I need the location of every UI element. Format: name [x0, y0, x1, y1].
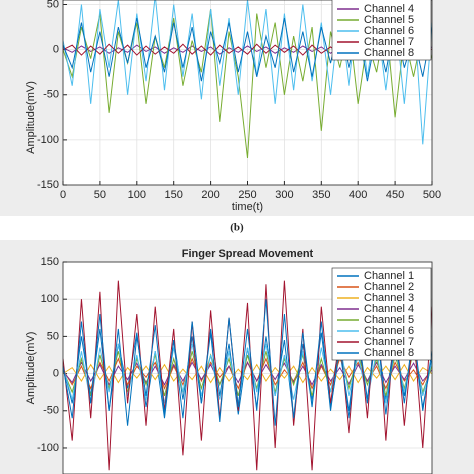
legend-label: Channel 6	[364, 325, 414, 337]
legend-label: Channel 2	[364, 281, 414, 293]
legend-label: Channel 1	[364, 270, 414, 282]
x-axis-label: time(t)	[232, 201, 263, 213]
chart-title: Finger Spread Movement	[182, 248, 314, 260]
y-tick-label: -150	[37, 179, 59, 191]
y-tick-label: 150	[41, 256, 59, 268]
x-tick-label: 250	[238, 189, 256, 201]
legend-label: Channel 6	[364, 25, 414, 37]
axes-box	[62, 0, 433, 186]
axes-box	[62, 261, 433, 474]
series-group	[63, 280, 432, 471]
x-tick-label: 50	[94, 189, 106, 201]
x-tick-label: 450	[386, 189, 404, 201]
legend-label: Channel 8	[364, 47, 414, 59]
y-tick-label: -100	[37, 134, 59, 146]
legend-box	[331, 267, 432, 361]
x-tick-label: 100	[128, 189, 146, 201]
legend-label: Channel 8	[364, 347, 414, 359]
y-tick-label: 100	[41, 293, 59, 305]
x-tick-label: 300	[275, 189, 293, 201]
signal-line	[63, 299, 432, 426]
legend-label: Channel 4	[364, 3, 414, 15]
y-tick-label: -100	[37, 442, 59, 454]
legend-label: Channel 4	[364, 303, 414, 315]
legend-label: Channel 3	[364, 292, 414, 304]
y-tick-label: 50	[47, 330, 59, 342]
signal-line	[63, 17, 432, 82]
y-axis-label: Amplitude(mV)	[25, 81, 37, 154]
x-tick-label: 350	[312, 189, 330, 201]
x-tick-label: 400	[349, 189, 367, 201]
x-tick-label: 0	[60, 189, 66, 201]
legend-label: Channel 5	[364, 314, 414, 326]
caption: (b)	[230, 222, 244, 234]
y-tick-label: -50	[43, 89, 59, 101]
legend-label: Channel 7	[364, 36, 414, 48]
legend-label: Channel 5	[364, 14, 414, 26]
legend-label: Channel 7	[364, 336, 414, 348]
y-tick-label: -50	[43, 405, 59, 417]
legend-box	[331, 0, 432, 61]
y-axis-label: Amplitude(mV)	[25, 332, 37, 405]
y-tick-label: 0	[53, 44, 59, 56]
x-tick-label: 150	[165, 189, 183, 201]
x-tick-label: 500	[423, 189, 441, 201]
x-tick-label: 200	[201, 189, 219, 201]
y-tick-label: 50	[47, 0, 59, 10]
y-tick-label: 0	[53, 367, 59, 379]
